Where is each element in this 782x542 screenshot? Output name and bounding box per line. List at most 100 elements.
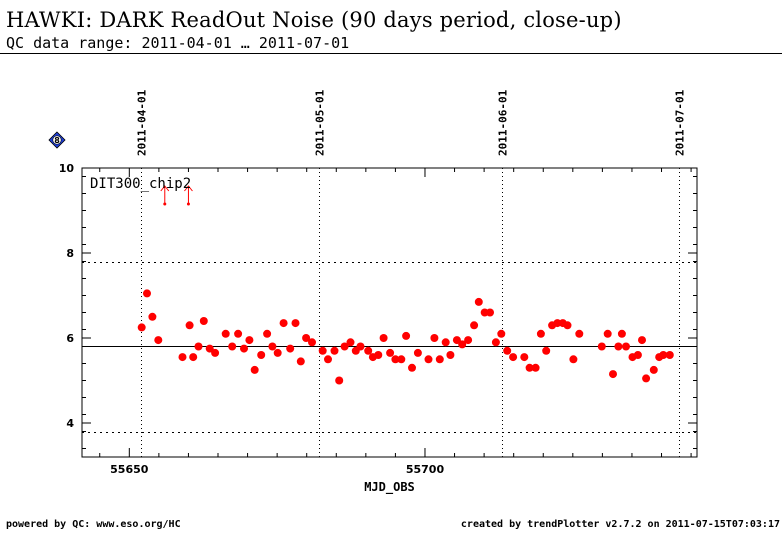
data-point — [250, 365, 259, 374]
data-point — [286, 344, 295, 353]
page-subtitle: QC data range: 2011-04-01 … 2011-07-01 — [6, 34, 350, 52]
data-point — [143, 289, 151, 298]
data-point — [622, 342, 630, 351]
data-point — [486, 308, 494, 317]
data-point — [569, 355, 578, 364]
data-point — [542, 346, 551, 355]
outlier-arrow-head — [160, 185, 170, 192]
data-point — [346, 338, 355, 347]
x-axis: 55650 55700 — [99, 168, 692, 476]
x-axis-label: MJD_OBS — [364, 480, 415, 495]
data-point — [413, 348, 422, 357]
data-point — [575, 329, 584, 338]
data-point — [470, 321, 479, 330]
panel-label: DIT300_chip2 — [90, 176, 191, 192]
data-point — [435, 355, 444, 364]
data-point — [263, 329, 272, 338]
data-point — [642, 374, 651, 383]
data-point — [536, 329, 545, 338]
data-point — [257, 351, 266, 359]
data-point — [525, 363, 534, 372]
date-markers: 2011-04-01 2011-05-01 2011-06-01 2011-07-01 — [136, 89, 687, 457]
data-point — [603, 329, 612, 338]
data-point — [497, 329, 506, 338]
footer-left: powered by QC: www.eso.org/HC — [6, 519, 181, 530]
data-point — [614, 342, 623, 351]
outlier-arrow-head — [184, 185, 193, 192]
data-point — [148, 312, 157, 321]
data-point — [491, 338, 500, 347]
outlier-point — [163, 202, 167, 206]
data-point — [441, 338, 450, 347]
data-point — [302, 334, 311, 342]
data-point — [330, 346, 339, 355]
data-point — [308, 338, 316, 347]
data-point — [318, 346, 327, 355]
data-point — [228, 342, 237, 351]
date-marker-label: 2011-07-01 — [674, 89, 687, 156]
data-point — [137, 323, 146, 332]
data-point — [291, 319, 300, 328]
x-tick-label: 55650 — [110, 463, 149, 476]
data-point — [597, 342, 606, 351]
data-point — [185, 321, 194, 330]
date-marker-label: 2011-04-01 — [136, 89, 149, 156]
data-point — [199, 317, 208, 325]
y-tick-label: 8 — [66, 247, 74, 260]
data-point — [379, 334, 388, 342]
plot-frame — [81, 167, 698, 458]
data-point — [464, 336, 473, 345]
data-point — [503, 346, 512, 355]
data-point — [665, 351, 674, 359]
data-point — [240, 344, 248, 353]
data-points — [137, 289, 674, 385]
data-point — [386, 348, 395, 357]
outlier-point — [186, 202, 190, 206]
data-point — [430, 334, 439, 342]
data-point — [335, 376, 344, 385]
reference-lines — [82, 262, 697, 433]
data-point — [364, 346, 373, 355]
data-point — [424, 355, 433, 364]
data-point — [509, 353, 518, 362]
data-point — [531, 363, 540, 372]
data-point — [520, 353, 529, 362]
badge-text: 8 — [54, 136, 60, 145]
data-point — [154, 336, 163, 345]
data-point — [245, 336, 254, 345]
data-point — [446, 351, 455, 359]
date-marker-label: 2011-06-01 — [497, 89, 510, 156]
data-point — [474, 297, 483, 306]
outlier-markers — [160, 185, 193, 206]
data-point — [189, 353, 198, 362]
data-point — [633, 351, 642, 359]
data-point — [391, 355, 400, 364]
y-tick-label: 4 — [66, 417, 74, 430]
data-point — [458, 340, 467, 349]
page-title: HAWKI: DARK ReadOut Noise (90 days perio… — [6, 8, 622, 32]
data-point — [397, 355, 406, 364]
data-point — [194, 342, 203, 351]
data-point — [273, 348, 282, 357]
footer-right: created by trendPlotter v2.7.2 on 2011-0… — [460, 519, 780, 530]
data-point — [617, 329, 626, 338]
data-point — [659, 351, 668, 359]
data-point — [340, 342, 349, 351]
date-marker-label: 2011-05-01 — [314, 89, 327, 156]
y-tick-label: 10 — [59, 162, 75, 175]
data-point — [356, 342, 365, 351]
y-axis: 4 6 8 10 — [59, 162, 697, 449]
data-point — [178, 353, 187, 362]
data-point — [374, 351, 383, 359]
data-point — [563, 321, 572, 330]
data-point — [221, 329, 230, 338]
data-point — [452, 336, 461, 345]
data-point — [234, 329, 243, 338]
data-point — [408, 363, 416, 372]
header-divider — [0, 53, 782, 54]
diamond-badge-icon: 8 — [48, 131, 66, 149]
data-point — [638, 336, 646, 345]
data-point — [279, 319, 288, 328]
data-point — [609, 370, 617, 379]
